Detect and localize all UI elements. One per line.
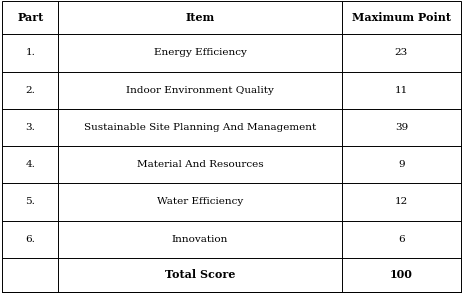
- Text: Maximum Point: Maximum Point: [352, 12, 451, 23]
- Text: Material And Resources: Material And Resources: [137, 160, 263, 169]
- Text: Part: Part: [17, 12, 43, 23]
- Text: 4.: 4.: [25, 160, 35, 169]
- Text: 5.: 5.: [25, 197, 35, 207]
- Text: Water Efficiency: Water Efficiency: [157, 197, 243, 207]
- Text: Item: Item: [185, 12, 215, 23]
- Text: 6: 6: [398, 235, 405, 244]
- Text: 100: 100: [390, 269, 413, 280]
- Text: 12: 12: [395, 197, 408, 207]
- Text: 23: 23: [395, 48, 408, 57]
- Text: 6.: 6.: [25, 235, 35, 244]
- Text: Sustainable Site Planning And Management: Sustainable Site Planning And Management: [84, 123, 316, 132]
- Text: Energy Efficiency: Energy Efficiency: [153, 48, 246, 57]
- Text: Total Score: Total Score: [165, 269, 235, 280]
- Text: 11: 11: [395, 86, 408, 95]
- Text: 2.: 2.: [25, 86, 35, 95]
- Text: Indoor Environment Quality: Indoor Environment Quality: [126, 86, 274, 95]
- Text: Innovation: Innovation: [172, 235, 228, 244]
- Text: 9: 9: [398, 160, 405, 169]
- Text: 3.: 3.: [25, 123, 35, 132]
- Text: 1.: 1.: [25, 48, 35, 57]
- Text: 39: 39: [395, 123, 408, 132]
